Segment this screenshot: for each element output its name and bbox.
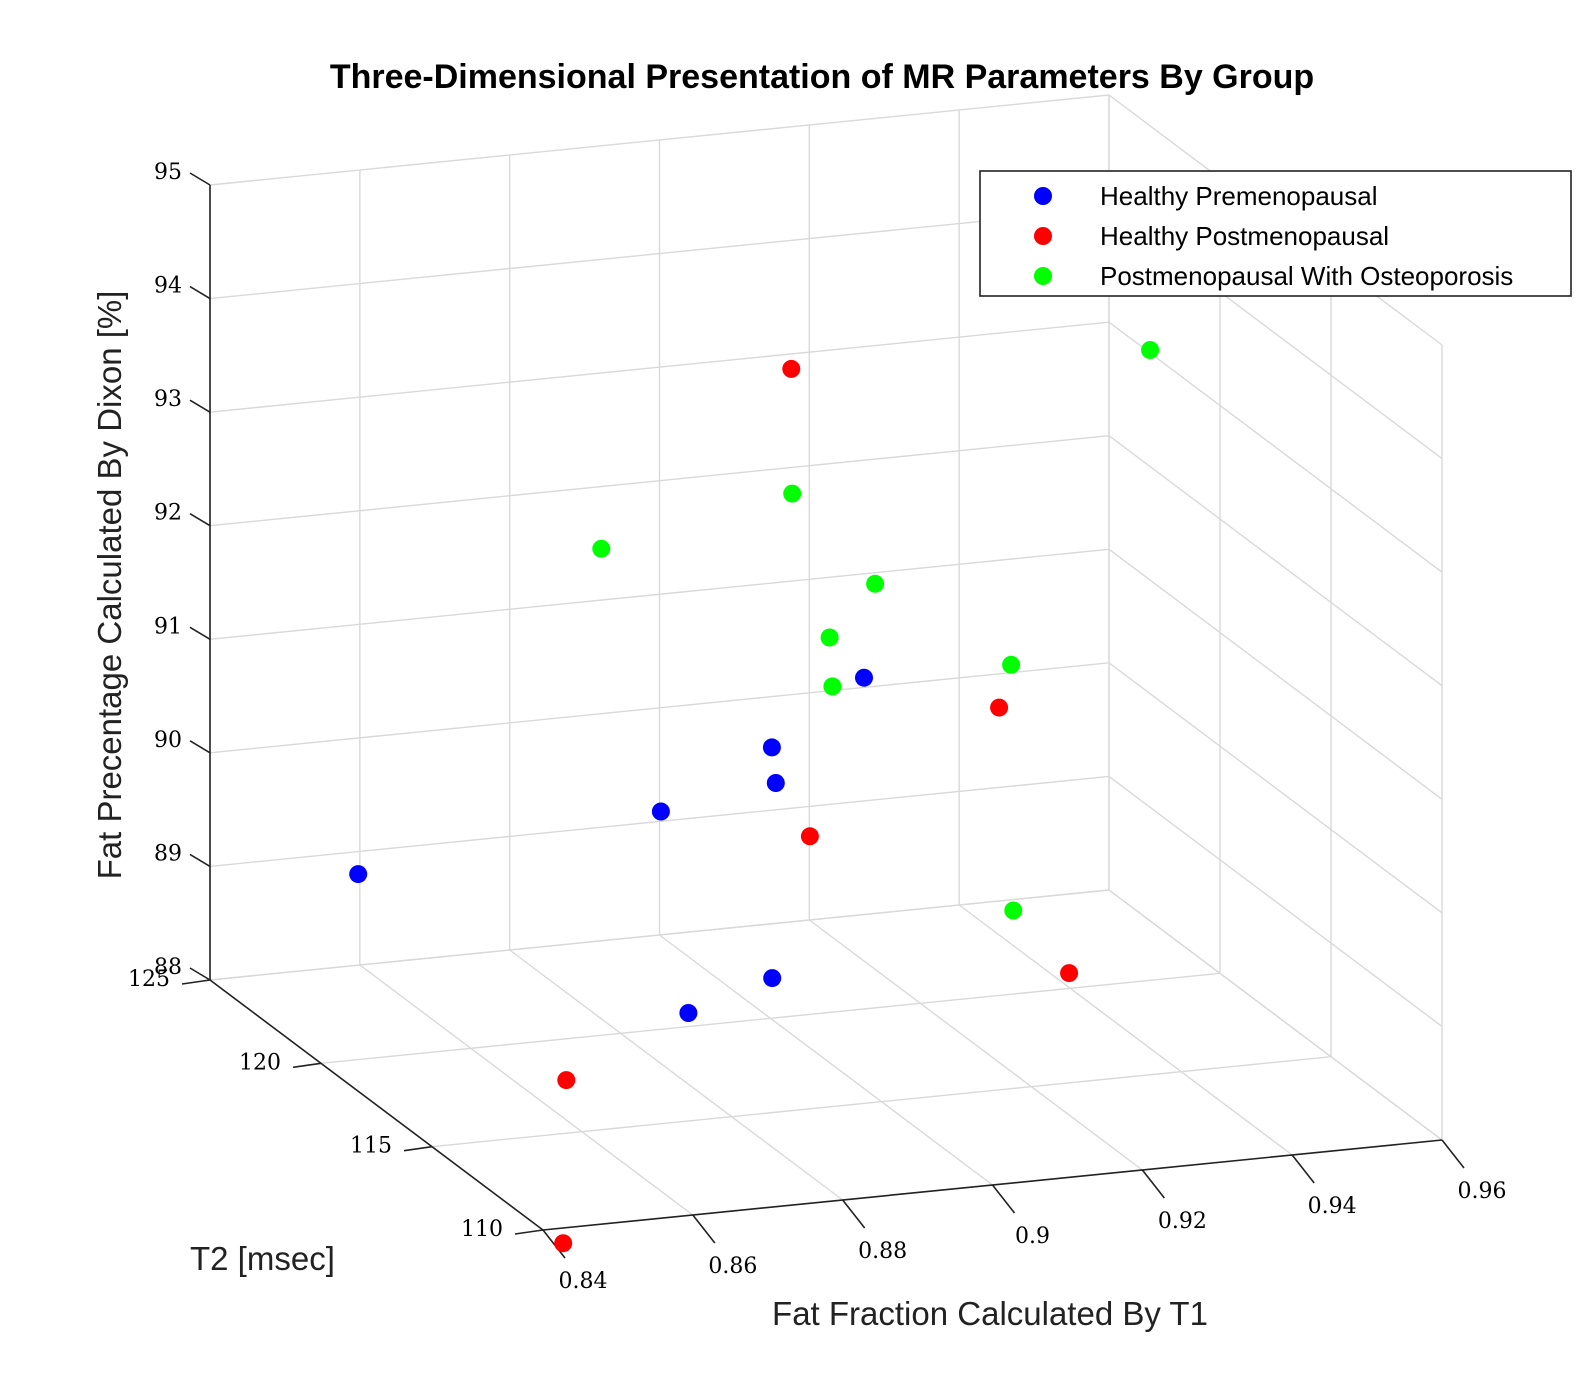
legend-box — [979, 170, 1572, 297]
data-point — [679, 1004, 698, 1022]
legend-marker — [1034, 227, 1052, 245]
z-tick-label: 89 — [154, 841, 182, 866]
data-point — [855, 668, 873, 687]
data-point — [762, 738, 781, 757]
z-tick-mark — [189, 513, 211, 527]
z-tick-label: 88 — [154, 955, 182, 980]
grid-line — [359, 964, 694, 1216]
y-tick-mark — [292, 1062, 322, 1069]
x-tick-label: 0.84 — [559, 1269, 608, 1294]
x-tick-label: 0.88 — [858, 1239, 907, 1264]
x-tick-mark — [1291, 1154, 1315, 1184]
z-tick-label: 92 — [154, 501, 182, 526]
grid-line — [209, 889, 1110, 981]
grid-line — [1108, 775, 1443, 1027]
grid-line — [1108, 321, 1443, 573]
z-tick-label: 90 — [154, 728, 182, 753]
data-point — [1060, 964, 1079, 983]
x-tick-mark — [692, 1214, 716, 1244]
data-point — [990, 698, 1009, 717]
y-tick-label: 125 — [128, 967, 170, 992]
x-tick-mark — [542, 1229, 566, 1259]
z-tick-mark — [189, 399, 211, 413]
data-point — [592, 539, 611, 558]
legend-marker — [1034, 187, 1052, 205]
z-tick-mark — [189, 285, 211, 300]
z-axis-label: Fat Precentage Calculated By Dixon [%] — [91, 291, 128, 880]
grid-line — [1108, 548, 1443, 800]
grid-line — [509, 949, 844, 1201]
data-point — [866, 574, 885, 593]
z-tick-mark — [189, 626, 211, 640]
y-tick-label: 115 — [350, 1134, 392, 1159]
x-tick-label: 0.92 — [1158, 1209, 1207, 1234]
data-point — [823, 677, 842, 696]
z-tick-mark — [189, 853, 211, 868]
data-point — [782, 359, 801, 378]
legend-marker — [1034, 267, 1052, 285]
tick-labels: 0.840.860.880.90.920.940.961101151201258… — [128, 160, 1506, 1294]
z-tick-mark — [189, 172, 211, 186]
data-point — [1141, 341, 1160, 359]
grid-line — [209, 321, 1110, 413]
data-point — [1004, 901, 1023, 920]
grid-line — [209, 548, 1110, 640]
y-tick-mark — [514, 1229, 544, 1235]
grid-line — [431, 1055, 1332, 1148]
x-tick-mark — [842, 1199, 866, 1229]
y-axis-line — [209, 979, 544, 1231]
data-point — [651, 802, 670, 821]
grid-line — [1108, 889, 1443, 1141]
data-point — [783, 484, 802, 503]
z-tick-label: 91 — [154, 614, 182, 639]
y-axis-label: T2 [msec] — [190, 1240, 335, 1277]
z-tick-mark — [189, 740, 211, 754]
x-tick-label: 0.86 — [708, 1254, 757, 1279]
legend: Healthy Premenopausal Healthy Postmenopau… — [979, 170, 1572, 297]
grid-line — [209, 435, 1110, 527]
data-point — [1002, 655, 1021, 674]
legend-entry: Healthy Premenopausal — [1100, 181, 1378, 211]
data-point — [800, 827, 819, 846]
y-tick-label: 110 — [461, 1217, 503, 1242]
grid-line — [209, 775, 1110, 868]
z-tick-label: 93 — [154, 387, 182, 412]
legend-entry: Healthy Postmenopausal — [1100, 221, 1389, 251]
axes — [181, 172, 1465, 1259]
legend-entry: Postmenopausal With Osteoporosis — [1100, 261, 1513, 291]
data-point — [554, 1234, 573, 1253]
grid-line — [659, 934, 993, 1186]
x-tick-mark — [991, 1184, 1016, 1214]
x-tick-mark — [1141, 1169, 1165, 1199]
grid-line — [209, 207, 1110, 300]
data-point — [766, 774, 785, 792]
grid-line — [808, 919, 1143, 1171]
z-tick-label: 94 — [154, 274, 182, 299]
grid-line — [209, 94, 1110, 186]
y-tick-mark — [403, 1145, 433, 1152]
y-tick-label: 120 — [239, 1050, 281, 1075]
z-tick-mark — [189, 967, 211, 981]
x-axis-label: Fat Fraction Calculated By T1 — [772, 1295, 1208, 1332]
data-point — [763, 969, 782, 988]
x-tick-label: 0.9 — [1015, 1224, 1050, 1249]
data-point — [820, 628, 839, 647]
x-tick-label: 0.94 — [1308, 1194, 1357, 1219]
chart-title: Three-Dimensional Presentation of MR Par… — [330, 58, 1314, 96]
data-point — [349, 865, 368, 884]
z-tick-label: 95 — [154, 160, 182, 185]
x-tick-mark — [1441, 1139, 1465, 1169]
y-tick-mark — [181, 979, 211, 985]
grid-line — [320, 972, 1221, 1065]
grid-line — [958, 904, 1293, 1156]
grid-line — [209, 662, 1110, 754]
grid-line — [1108, 435, 1443, 687]
data-point — [557, 1071, 576, 1090]
x-tick-label: 0.96 — [1458, 1179, 1507, 1204]
grid-line — [1108, 662, 1443, 914]
data-points — [349, 341, 1160, 1253]
